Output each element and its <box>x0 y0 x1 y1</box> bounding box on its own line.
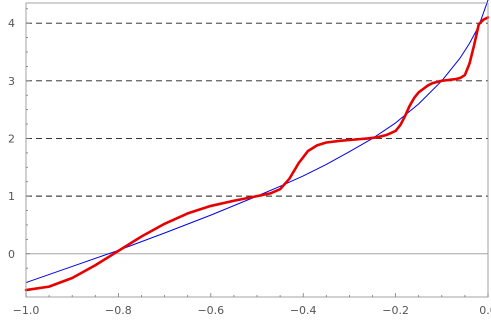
x-tick-label-5: 0.0 <box>479 304 491 317</box>
x-axis-ticks: −1.0 −0.8 −0.6 −0.4 −0.2 0.0 <box>13 293 491 317</box>
plot-frame <box>25 2 489 298</box>
series-line-0 <box>25 0 489 284</box>
series-line-1 <box>24 16 490 292</box>
y-tick-label-3: 3 <box>8 75 15 88</box>
y-axis-ticks: 0 1 2 3 4 <box>8 8 30 283</box>
x-tick-label-0: −1.0 <box>13 304 40 317</box>
x-tick-label-1: −0.8 <box>105 304 132 317</box>
y-tick-label-0: 0 <box>8 248 15 261</box>
x-tick-label-2: −0.6 <box>197 304 224 317</box>
y-tick-label-2: 2 <box>8 132 15 145</box>
y-tick-label-4: 4 <box>8 17 15 30</box>
x-tick-label-3: −0.4 <box>290 304 317 317</box>
x-tick-label-4: −0.2 <box>382 304 409 317</box>
y-tick-label-1: 1 <box>8 190 15 203</box>
reference-lines <box>26 22 488 255</box>
series-layer <box>24 0 490 292</box>
